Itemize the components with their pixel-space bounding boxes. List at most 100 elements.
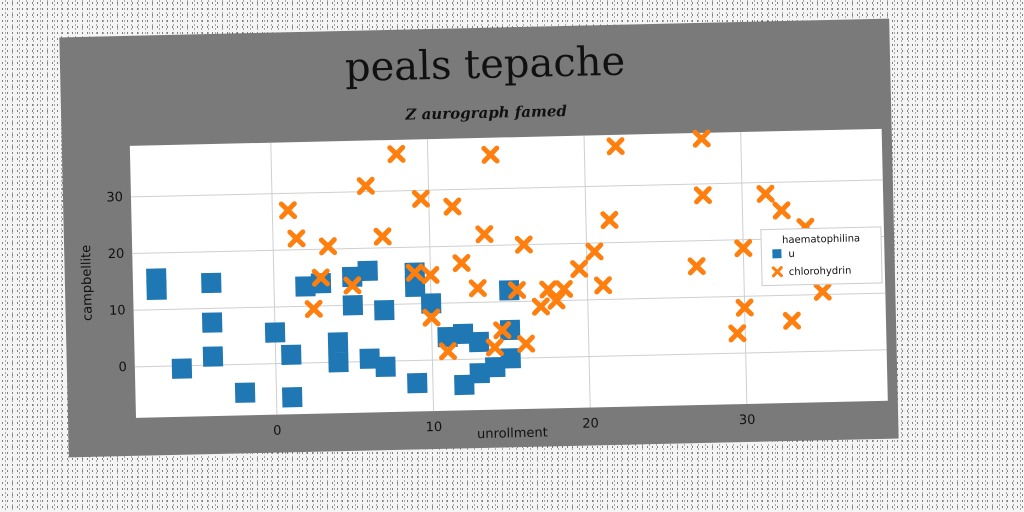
x-tick-label: 10 [426,420,443,435]
x-tick-label: 20 [582,416,599,431]
data-point-square [202,346,224,367]
x-grid-line [740,132,748,404]
data-point-x [735,298,754,317]
legend-entry-chlorohydrin: chlorohydrin [789,266,852,278]
y-tick-label: 20 [108,247,125,262]
data-point-x [311,268,330,287]
data-point-x [318,237,338,256]
data-point-x [734,239,753,258]
data-point-square [375,356,396,378]
data-point-x [539,280,558,299]
data-point-x [514,235,533,254]
data-point-x [782,311,802,330]
x-axis-label: unrollment [477,425,548,442]
data-point-x [692,129,711,148]
data-point-square [310,273,332,294]
legend: haematophilina u chlorohydrin [760,226,883,287]
data-point-x [468,279,487,298]
data-point-x [373,227,392,246]
data-point-x [287,229,306,248]
data-point-square [437,326,458,348]
data-point-square [295,276,316,297]
data-point-x [422,308,441,327]
data-point-square [357,260,378,282]
data-point-x [356,176,375,196]
data-point-x [585,242,604,261]
data-point-square [407,372,428,394]
data-point-x [405,263,424,282]
data-point-square [281,344,302,366]
data-point-square [342,294,364,316]
data-point-x [452,253,471,273]
data-point-x [516,334,536,353]
data-point-square [328,351,349,373]
data-point-square [485,356,506,378]
legend-entry-u: u [788,249,795,260]
chart-figure: peals tepache Z aurograph famed 0 10 20 30 0… [59,18,899,458]
data-point-x [421,265,440,285]
data-point-square [234,382,256,403]
scatter-chart: peals tepache Z aurograph famed 0 10 20 300… [79,39,888,442]
y-grid-line [133,292,886,311]
data-point-square [420,293,442,314]
legend-box [760,226,883,287]
data-point-x [485,338,504,357]
data-point-square [171,358,193,379]
chart-subtitle: Z aurograph famed [404,102,567,124]
y-axis-label: campbellite [79,245,96,322]
data-point-square [469,362,490,384]
legend-title: haematophilina [782,233,860,246]
data-point-x [438,342,458,361]
y-tick-label: 0 [118,360,127,375]
x-tick-label: 0 [273,424,282,439]
data-point-x [756,184,775,203]
y-grid-line [130,179,883,198]
data-point-x [554,279,574,299]
data-point-x [343,276,362,295]
data-point-square [359,348,380,369]
data-point-x [547,291,566,310]
data-point-x [570,259,589,279]
tick-labels: 0 10 20 30 0 10 20 30 [106,190,756,439]
data-point-x [600,210,619,230]
data-point-x [687,257,706,276]
legend-x-glyph [771,266,783,278]
data-point-x [507,281,527,300]
data-point-square [201,312,223,333]
data-point-x [304,299,323,319]
data-point-square [201,272,222,294]
legend-marker-chlorohydrin [771,266,783,278]
data-point-square [500,348,521,369]
data-point-x [693,186,713,205]
data-point-x [475,225,494,244]
data-point-square [454,374,475,396]
y-grid-line [132,235,885,255]
data-point-x [493,321,512,340]
x-grid-line [270,142,278,415]
data-point-x [411,189,431,208]
data-point-x [593,276,613,295]
data-point-x [443,197,462,216]
x-tick-label: 30 [739,413,756,428]
data-point-square [282,387,303,408]
data-point-x [387,144,406,164]
data-point-x [813,282,832,301]
data-point-x [728,324,747,343]
data-point-x [772,201,791,220]
x-grid-line [583,135,591,408]
chart-title: peals tepache [344,39,625,91]
data-point-square [327,332,349,353]
data-point-x [278,201,298,220]
y-tick-label: 30 [106,190,123,205]
data-point-square [374,299,395,321]
data-point-x [481,145,500,164]
data-point-square [146,279,167,301]
legend-marker-u [772,249,782,259]
data-point-square [404,276,426,298]
data-point-square [264,322,286,343]
y-tick-label: 10 [109,303,126,318]
data-point-x [606,137,625,156]
data-point-x [531,297,551,316]
data-point-square [452,323,474,345]
data-point-square [468,331,490,353]
